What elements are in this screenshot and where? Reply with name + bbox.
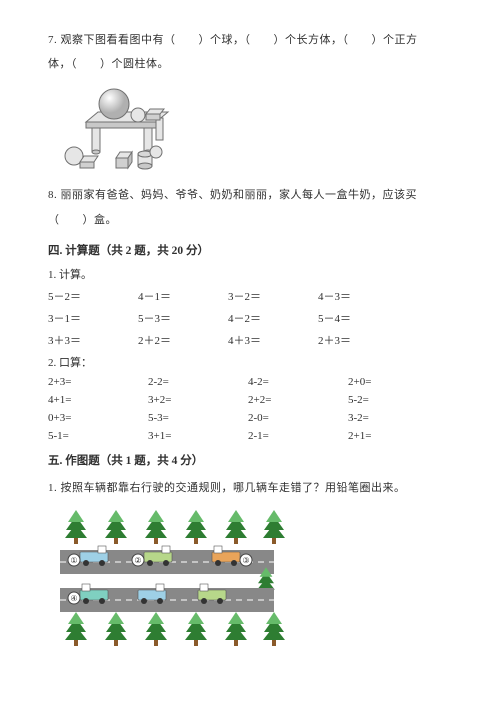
calc-cell: 4－2＝ <box>228 310 318 326</box>
calc-cell: 2＋3＝ <box>318 332 408 348</box>
calc-cell: 2＋2＝ <box>138 332 228 348</box>
calc-cell: 2-0= <box>248 412 348 424</box>
section5-title: 五. 作图题（共 1 题，共 4 分） <box>48 452 452 468</box>
q7-line2: 体，（ ）个圆柱体。 <box>48 52 452 76</box>
calc-cell: 5－4＝ <box>318 310 408 326</box>
calc-cell: 5-3= <box>148 412 248 424</box>
traffic-figure: ① ② ③ ④ <box>56 510 452 655</box>
section4-p1: 1. 计算。 <box>48 266 452 282</box>
section4-p2: 2. 口算： <box>48 354 452 370</box>
calc-cell: 4＋3＝ <box>228 332 318 348</box>
calc-cell: 2+1= <box>348 430 448 442</box>
calc-cell: 3+2= <box>148 394 248 406</box>
calc-row: 2+3=2-2=4-2=2+0= <box>48 376 452 388</box>
calc-row: 4+1=3+2=2+2=5-2= <box>48 394 452 406</box>
calc-cell: 2-2= <box>148 376 248 388</box>
calc-cell: 4－1＝ <box>138 288 228 304</box>
calc-cell: 3－1＝ <box>48 310 138 326</box>
calc-cell: 2+3= <box>48 376 148 388</box>
calc-cell: 0+3= <box>48 412 148 424</box>
svg-text:④: ④ <box>70 594 77 603</box>
calc-cell: 3＋3＝ <box>48 332 138 348</box>
calc-cell: 5－2＝ <box>48 288 138 304</box>
q8-line1: 8. 丽丽家有爸爸、妈妈、爷爷、奶奶和丽丽，家人每人一盒牛奶，应该买 <box>48 183 452 207</box>
shapes-figure <box>56 82 452 177</box>
calc-cell: 5-2= <box>348 394 448 406</box>
section4-title: 四. 计算题（共 2 题，共 20 分） <box>48 242 452 258</box>
calc-cell: 3-2= <box>348 412 448 424</box>
calc-cell: 4-2= <box>248 376 348 388</box>
q7-line1: 7. 观察下图看看图中有（ ）个球，（ ）个长方体，（ ）个正方 <box>48 28 452 52</box>
calc-row: 5－2＝4－1＝3－2＝4－3＝ <box>48 288 452 304</box>
calc-cell: 3+1= <box>148 430 248 442</box>
calc-cell: 2-1= <box>248 430 348 442</box>
svg-text:③: ③ <box>242 556 249 565</box>
svg-text:①: ① <box>70 556 77 565</box>
calc-cell: 3－2＝ <box>228 288 318 304</box>
section5-p1: 1. 按照车辆都靠右行驶的交通规则，哪几辆车走错了？用铅笔圈出来。 <box>48 476 452 500</box>
q8-line2: （ ）盒。 <box>48 208 452 232</box>
calc-row: 5-1=3+1=2-1=2+1= <box>48 430 452 442</box>
calc-cell: 5-1= <box>48 430 148 442</box>
calc-cell: 5－3＝ <box>138 310 228 326</box>
calc-cell: 2+2= <box>248 394 348 406</box>
calc-row: 3＋3＝2＋2＝4＋3＝2＋3＝ <box>48 332 452 348</box>
calc-cell: 4－3＝ <box>318 288 408 304</box>
calc-row: 0+3=5-3=2-0=3-2= <box>48 412 452 424</box>
calc-row: 3－1＝5－3＝4－2＝5－4＝ <box>48 310 452 326</box>
calc-cell: 2+0= <box>348 376 448 388</box>
calc-cell: 4+1= <box>48 394 148 406</box>
svg-text:②: ② <box>134 556 141 565</box>
